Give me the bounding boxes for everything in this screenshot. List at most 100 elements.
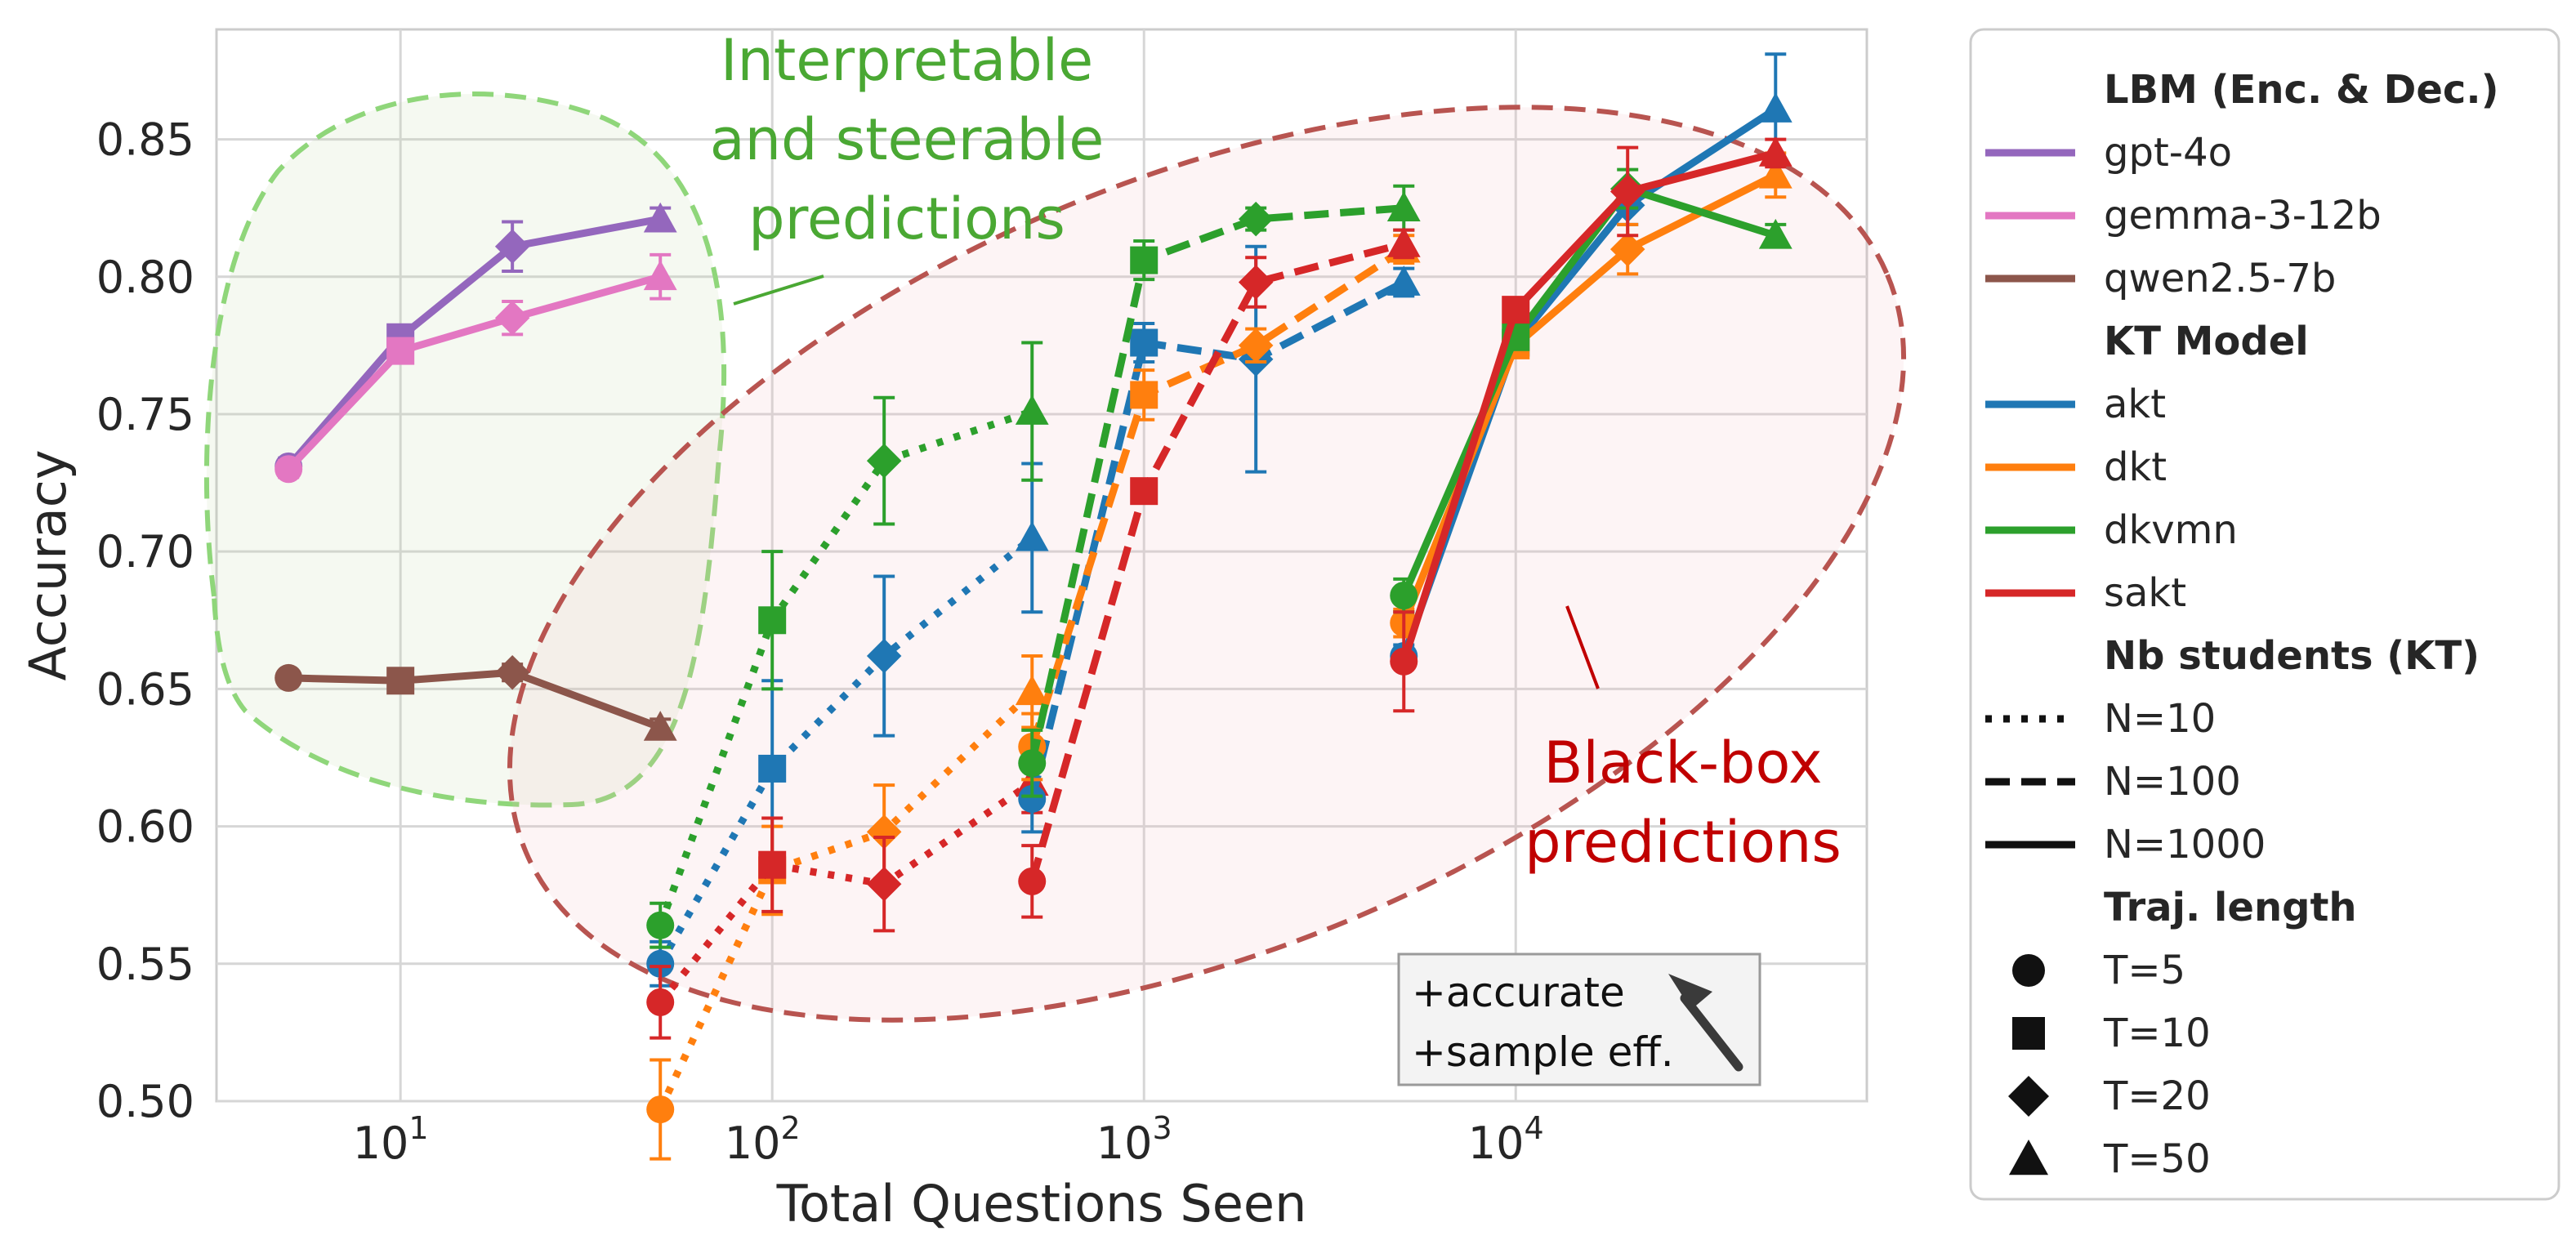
series-line	[1400, 105, 1778, 658]
data-point-triangle	[643, 711, 677, 741]
arrow-shaft	[1680, 993, 1743, 1072]
data-point-triangle	[1758, 136, 1792, 167]
data-point-triangle	[1015, 520, 1049, 551]
series-line	[1028, 204, 1404, 765]
y-tick-label: 0.50	[96, 1076, 194, 1127]
series-line	[1400, 185, 1777, 597]
series-sakt-n-100	[1018, 227, 1421, 919]
data-point-square	[758, 606, 787, 635]
data-point-circle	[275, 663, 303, 692]
y-tick-label: 0.60	[96, 801, 194, 853]
legend-group-title: Nb students (KT)	[2104, 633, 2480, 679]
x-axis-label: Total Questions Seen	[776, 1174, 1307, 1233]
y-tick-label: 0.80	[96, 252, 194, 303]
data-point-diamond	[866, 866, 902, 902]
data-point-square	[1130, 381, 1159, 409]
data-point-square	[758, 850, 787, 879]
legend-marker-circle-icon	[2012, 954, 2045, 987]
legend-label-qwen2-5-7b: qwen2.5-7b	[2104, 256, 2336, 301]
series-line	[1400, 149, 1777, 663]
box-line-sample-eff: +sample eff.	[1412, 1028, 1674, 1076]
series-line	[285, 273, 662, 472]
interpretable-region	[203, 91, 727, 808]
legend-group-title: KT Model	[2104, 319, 2309, 364]
data-point-circle	[646, 1095, 675, 1124]
interpretable-annotation-line2: and steerable	[710, 106, 1105, 173]
box-line-accurate: +accurate	[1412, 969, 1625, 1016]
interpretable-pointer-line	[733, 274, 824, 306]
data-point-triangle	[1386, 191, 1421, 221]
data-point-diamond	[494, 300, 530, 336]
x-tick-label: 103	[1096, 1110, 1172, 1169]
legend-marker-diamond-icon	[2008, 1076, 2049, 1117]
legend-label-n-1000: N=1000	[2104, 822, 2266, 868]
data-point-diamond	[1609, 174, 1645, 209]
data-point-triangle	[643, 260, 677, 291]
y-tick-label: 0.55	[96, 939, 194, 990]
legend-label-dkt: dkt	[2104, 444, 2167, 490]
legend-label-akt: akt	[2104, 381, 2166, 427]
legend-label-t-50: T=50	[2103, 1136, 2211, 1182]
data-point-square	[1502, 296, 1530, 324]
legend-label-t-20: T=20	[2103, 1073, 2211, 1119]
interpretable-annotation-line3: predictions	[748, 185, 1065, 252]
data-point-triangle	[1386, 265, 1421, 296]
x-tick-label: 101	[353, 1110, 429, 1169]
data-point-diamond	[1238, 265, 1274, 300]
data-point-square	[758, 754, 787, 783]
legend-label-t-5: T=5	[2103, 948, 2185, 993]
series-gemma-3-12b	[275, 252, 677, 484]
data-point-square	[386, 337, 415, 365]
legend-marker-triangle-icon	[2009, 1140, 2048, 1175]
x-tick-label: 102	[725, 1110, 801, 1169]
series-layer	[275, 52, 1792, 1161]
blackbox-annotation-line1: Black-box	[1543, 729, 1822, 796]
legend-label-sakt: sakt	[2104, 570, 2186, 616]
legend-group-title: Traj. length	[2104, 885, 2357, 930]
legend: LBM (Enc. & Dec.) gpt-4o gemma-3-12b qwen2.…	[1985, 67, 2499, 1182]
data-point-square	[1130, 328, 1159, 357]
legend-label-n-10: N=10	[2104, 696, 2216, 742]
y-tick-label: 0.70	[96, 526, 194, 578]
data-point-diamond	[1609, 231, 1645, 267]
series-line	[1028, 246, 1406, 748]
blackbox-region	[507, 105, 1907, 1023]
data-point-circle	[1018, 867, 1047, 895]
series-line	[657, 534, 1035, 966]
data-point-diamond	[866, 638, 902, 674]
series-qwen2-5-7b	[275, 654, 677, 741]
legend-label-t-10: T=10	[2103, 1010, 2211, 1056]
data-point-diamond	[866, 443, 902, 479]
data-point-square	[386, 667, 415, 695]
legend-label-dkvmn: dkvmn	[2104, 507, 2238, 553]
data-point-square	[1130, 246, 1159, 274]
legend-group-title: LBM (Enc. & Dec.)	[2104, 67, 2499, 113]
data-point-triangle	[1758, 218, 1792, 249]
data-point-circle	[646, 911, 675, 939]
data-point-diamond	[494, 229, 530, 265]
y-tick-label: 0.75	[96, 389, 194, 440]
data-point-diamond	[1238, 201, 1274, 237]
blackbox-pointer-line	[1565, 605, 1600, 689]
series-line	[288, 668, 662, 731]
series-line	[657, 779, 1034, 1005]
legend-label-gemma-3-12b: gemma-3-12b	[2104, 193, 2382, 239]
y-tick-label: 0.65	[96, 663, 194, 715]
data-point-circle	[1390, 582, 1418, 610]
data-point-circle	[275, 455, 303, 484]
x-tick-label: 104	[1468, 1110, 1544, 1169]
data-point-diamond	[866, 814, 902, 850]
series-sakt-n-1000	[1390, 136, 1792, 713]
legend-label-n-100: N=100	[2104, 759, 2241, 805]
y-axis-label: Accuracy	[18, 449, 78, 680]
legend-frame	[1969, 28, 2560, 1201]
interpretable-annotation-line1: Interpretable	[721, 27, 1093, 94]
y-ticks: 0.50 0.55 0.60 0.65 0.70 0.75 0.80 0.85	[96, 114, 194, 1127]
data-point-diamond	[494, 654, 530, 690]
data-point-triangle	[1758, 92, 1792, 123]
data-point-square	[1130, 477, 1159, 506]
data-point-circle	[1018, 749, 1047, 778]
data-point-diamond	[1238, 328, 1274, 364]
data-point-circle	[646, 988, 675, 1016]
